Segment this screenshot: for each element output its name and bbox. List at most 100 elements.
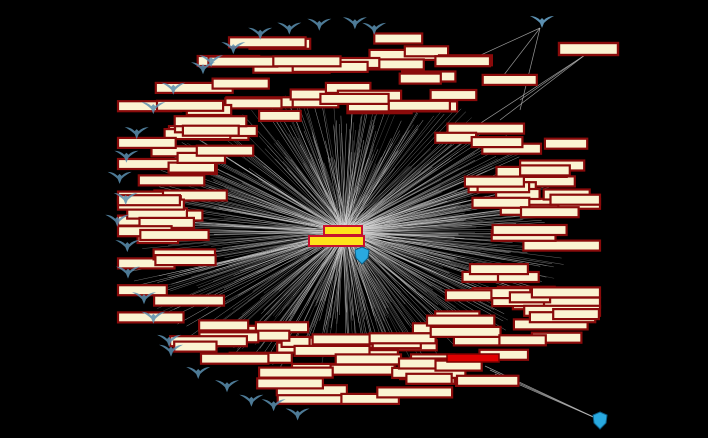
graph-node[interactable] [173,340,218,353]
graph-node[interactable] [387,99,451,112]
graph-node[interactable] [530,286,602,299]
graph-node[interactable] [376,386,454,399]
edge-line [344,119,424,231]
graph-node[interactable] [522,239,602,252]
edge-line [216,175,342,232]
graph-node[interactable] [518,164,571,177]
edge-line [347,233,453,298]
graph-node[interactable] [329,363,396,376]
edge-line [499,54,586,121]
graph-node[interactable] [258,109,302,123]
graph-node[interactable] [167,161,217,174]
edge-line [342,151,396,230]
graph-node[interactable] [463,175,525,188]
graph-node[interactable] [211,77,270,90]
graph-node[interactable] [552,308,601,321]
edge-line [343,234,389,338]
graph-node[interactable] [207,55,279,68]
graph-node[interactable] [446,122,526,135]
graph-node[interactable] [425,314,496,327]
graph-node[interactable] [481,73,538,87]
edge-line [345,143,463,231]
graph-node[interactable] [403,45,450,58]
outlier-node[interactable] [557,41,620,57]
graph-node[interactable] [272,55,342,68]
edge-line [341,207,475,233]
graph-node[interactable] [116,284,168,297]
edge-line [343,234,362,337]
graph-node[interactable] [373,32,424,45]
edge-line [343,230,404,333]
graph-node[interactable] [195,144,255,157]
graph-node[interactable] [319,92,390,106]
edge-line [255,173,348,232]
graph-node[interactable] [153,294,226,307]
edge-line [343,221,483,233]
edge-line [273,143,345,231]
graph-node[interactable] [543,137,589,150]
edge-line [345,233,376,347]
graph-node[interactable] [498,334,547,347]
graph-node[interactable] [224,97,283,110]
edge-line [342,101,381,235]
graph-node[interactable] [491,223,568,237]
graph-node[interactable] [549,193,602,206]
graph-node[interactable] [470,136,524,149]
edge-line [342,184,489,231]
graph-node[interactable] [334,353,403,366]
nodes [116,32,620,430]
graph-node[interactable] [471,196,531,209]
edge-line [342,110,386,235]
edge-line [322,108,345,235]
graph-node[interactable] [429,88,478,102]
graph-node[interactable] [256,377,325,390]
graph-node[interactable] [293,344,371,357]
graph-node[interactable] [434,55,492,68]
edge-line [346,139,365,235]
graph-node[interactable] [139,228,210,242]
graph-node[interactable] [455,374,520,387]
edge-line [232,233,342,334]
edge-line [341,133,455,231]
edge-line [267,234,346,315]
graph-node[interactable] [444,289,493,302]
graph-node[interactable] [137,174,206,187]
edge-line [303,230,347,349]
graph-node[interactable] [116,136,177,149]
graph-node[interactable] [227,36,307,49]
edge-line [226,172,345,233]
highlighted-node[interactable] [446,353,500,363]
graph-node[interactable] [155,99,225,112]
edge-line [341,103,448,233]
graph-node[interactable] [258,366,334,379]
edge-line [343,228,498,247]
graph-node[interactable] [116,194,182,207]
edge-line [345,160,476,232]
graph-node[interactable] [340,392,400,405]
graph-node[interactable] [199,352,270,365]
graph-node[interactable] [311,333,373,346]
graph-node[interactable] [398,72,442,85]
graph-node[interactable] [181,124,240,137]
graph-node[interactable] [434,131,478,144]
edge-line [342,111,391,231]
edge-line [342,233,525,268]
graph-node[interactable] [198,319,250,332]
graph-node[interactable] [405,372,453,385]
graph-node[interactable] [429,325,502,338]
graph-node[interactable] [468,263,530,276]
hub-node[interactable] [323,225,363,236]
edge-line [203,232,342,245]
hub-node[interactable] [308,235,365,247]
edge-line [332,87,344,232]
graph-node[interactable] [519,206,580,219]
edge-line [345,101,353,230]
edge-line [241,152,345,233]
edge-line [345,231,455,238]
graph-node[interactable] [154,254,217,267]
edge-line [345,179,466,233]
graph-node[interactable] [368,332,437,345]
edge-line [259,136,347,234]
edge-line [346,187,487,236]
